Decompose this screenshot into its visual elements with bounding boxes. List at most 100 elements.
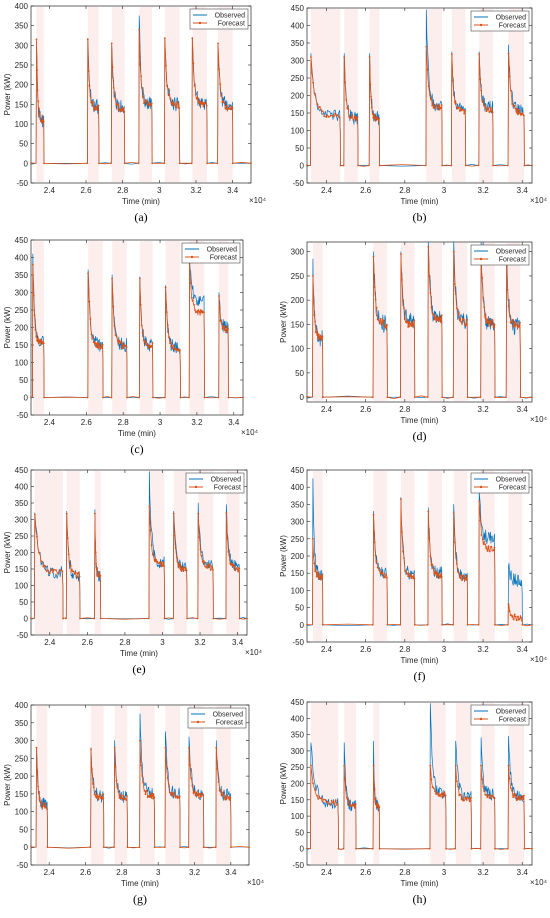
forecast-marker bbox=[101, 797, 104, 800]
x-tick-label: 2.8 bbox=[399, 868, 411, 877]
forecast-marker bbox=[432, 787, 435, 790]
active-interval-band bbox=[87, 7, 99, 182]
forecast-marker bbox=[158, 561, 161, 564]
y-tick-label: 300 bbox=[291, 248, 305, 257]
y-tick-label: 200 bbox=[291, 296, 305, 305]
forecast-marker bbox=[479, 847, 482, 850]
forecast-marker bbox=[201, 792, 204, 795]
forecast-marker bbox=[508, 75, 511, 78]
forecast-marker bbox=[430, 778, 433, 781]
forecast-marker bbox=[489, 107, 492, 109]
forecast-marker bbox=[375, 802, 378, 805]
forecast-marker bbox=[32, 294, 35, 297]
active-interval-band bbox=[90, 706, 104, 864]
forecast-marker bbox=[321, 335, 324, 338]
y-tick-label: 450 bbox=[15, 466, 29, 475]
forecast-marker bbox=[437, 316, 440, 318]
forecast-marker bbox=[431, 104, 434, 107]
forecast-marker bbox=[454, 553, 457, 555]
forecast-marker bbox=[463, 799, 465, 802]
y-tick-label: 0 bbox=[300, 845, 305, 854]
forecast-marker bbox=[96, 568, 98, 571]
forecast-marker bbox=[434, 570, 437, 572]
forecast-marker bbox=[436, 104, 438, 106]
forecast-marker bbox=[179, 349, 181, 351]
forecast-marker bbox=[100, 345, 103, 348]
active-interval-band bbox=[479, 471, 495, 641]
forecast-marker bbox=[386, 623, 389, 626]
forecast-marker bbox=[344, 778, 346, 781]
panel-caption: (d) bbox=[413, 429, 427, 443]
x-tick-label: 3.2 bbox=[478, 186, 490, 195]
forecast-marker bbox=[346, 798, 349, 801]
forecast-marker bbox=[436, 576, 439, 579]
forecast-marker bbox=[126, 795, 128, 797]
forecast-marker bbox=[424, 164, 427, 167]
forecast-marker bbox=[70, 568, 73, 571]
forecast-marker bbox=[306, 164, 308, 167]
forecast-marker bbox=[514, 615, 517, 618]
forecast-marker bbox=[312, 555, 315, 558]
forecast-marker bbox=[202, 794, 205, 797]
forecast-marker bbox=[403, 557, 405, 560]
forecast-marker bbox=[199, 792, 201, 795]
y-tick-label: 200 bbox=[15, 772, 29, 781]
forecast-marker bbox=[312, 275, 314, 277]
forecast-marker bbox=[197, 512, 200, 515]
y-tick-label: 50 bbox=[19, 825, 28, 834]
forecast-marker bbox=[138, 277, 141, 280]
active-interval-band bbox=[508, 703, 525, 864]
forecast-marker bbox=[427, 510, 430, 513]
forecast-marker bbox=[428, 537, 431, 540]
forecast-marker bbox=[202, 105, 205, 108]
forecast-marker bbox=[378, 847, 381, 850]
forecast-marker bbox=[379, 572, 382, 575]
forecast-marker bbox=[345, 99, 348, 101]
active-interval-band bbox=[426, 9, 442, 182]
forecast-marker bbox=[46, 846, 49, 849]
forecast-marker bbox=[115, 779, 118, 782]
forecast-marker bbox=[141, 775, 144, 777]
forecast-marker bbox=[175, 556, 178, 559]
x-tick-label: 2.6 bbox=[360, 868, 372, 877]
forecast-marker bbox=[440, 575, 443, 578]
y-tick-label: 100 bbox=[15, 120, 29, 129]
forecast-marker bbox=[409, 575, 412, 578]
forecast-marker bbox=[193, 791, 196, 793]
forecast-marker bbox=[111, 66, 114, 69]
forecast-marker bbox=[35, 746, 38, 749]
forecast-marker bbox=[386, 576, 388, 579]
forecast-marker bbox=[174, 547, 177, 550]
forecast-marker bbox=[126, 846, 129, 849]
forecast-marker bbox=[66, 537, 69, 540]
forecast-marker bbox=[456, 780, 458, 783]
forecast-marker bbox=[478, 500, 481, 502]
forecast-marker bbox=[97, 346, 100, 349]
x-axis-title: Time (min) bbox=[401, 656, 439, 665]
forecast-marker bbox=[119, 110, 122, 113]
forecast-marker bbox=[121, 798, 124, 801]
forecast-marker bbox=[316, 334, 319, 337]
forecast-marker bbox=[431, 786, 434, 788]
forecast-marker bbox=[429, 292, 432, 294]
forecast-marker bbox=[238, 617, 241, 620]
forecast-marker bbox=[215, 746, 218, 749]
forecast-marker bbox=[329, 114, 332, 117]
forecast-marker bbox=[310, 764, 312, 767]
forecast-marker bbox=[371, 847, 374, 850]
legend-label-forecast: Forecast bbox=[216, 720, 243, 727]
forecast-marker bbox=[454, 764, 457, 767]
forecast-marker bbox=[438, 104, 441, 107]
forecast-marker bbox=[375, 306, 378, 309]
forecast-marker bbox=[149, 346, 152, 349]
forecast-marker bbox=[90, 333, 93, 336]
forecast-marker bbox=[147, 101, 150, 104]
y-tick-label: 50 bbox=[19, 598, 28, 607]
forecast-marker bbox=[464, 577, 466, 580]
forecast-marker bbox=[102, 793, 105, 796]
forecast-marker bbox=[316, 794, 318, 797]
x-tick-label: 2.8 bbox=[399, 405, 411, 414]
forecast-marker bbox=[399, 396, 401, 399]
forecast-marker bbox=[30, 846, 32, 848]
